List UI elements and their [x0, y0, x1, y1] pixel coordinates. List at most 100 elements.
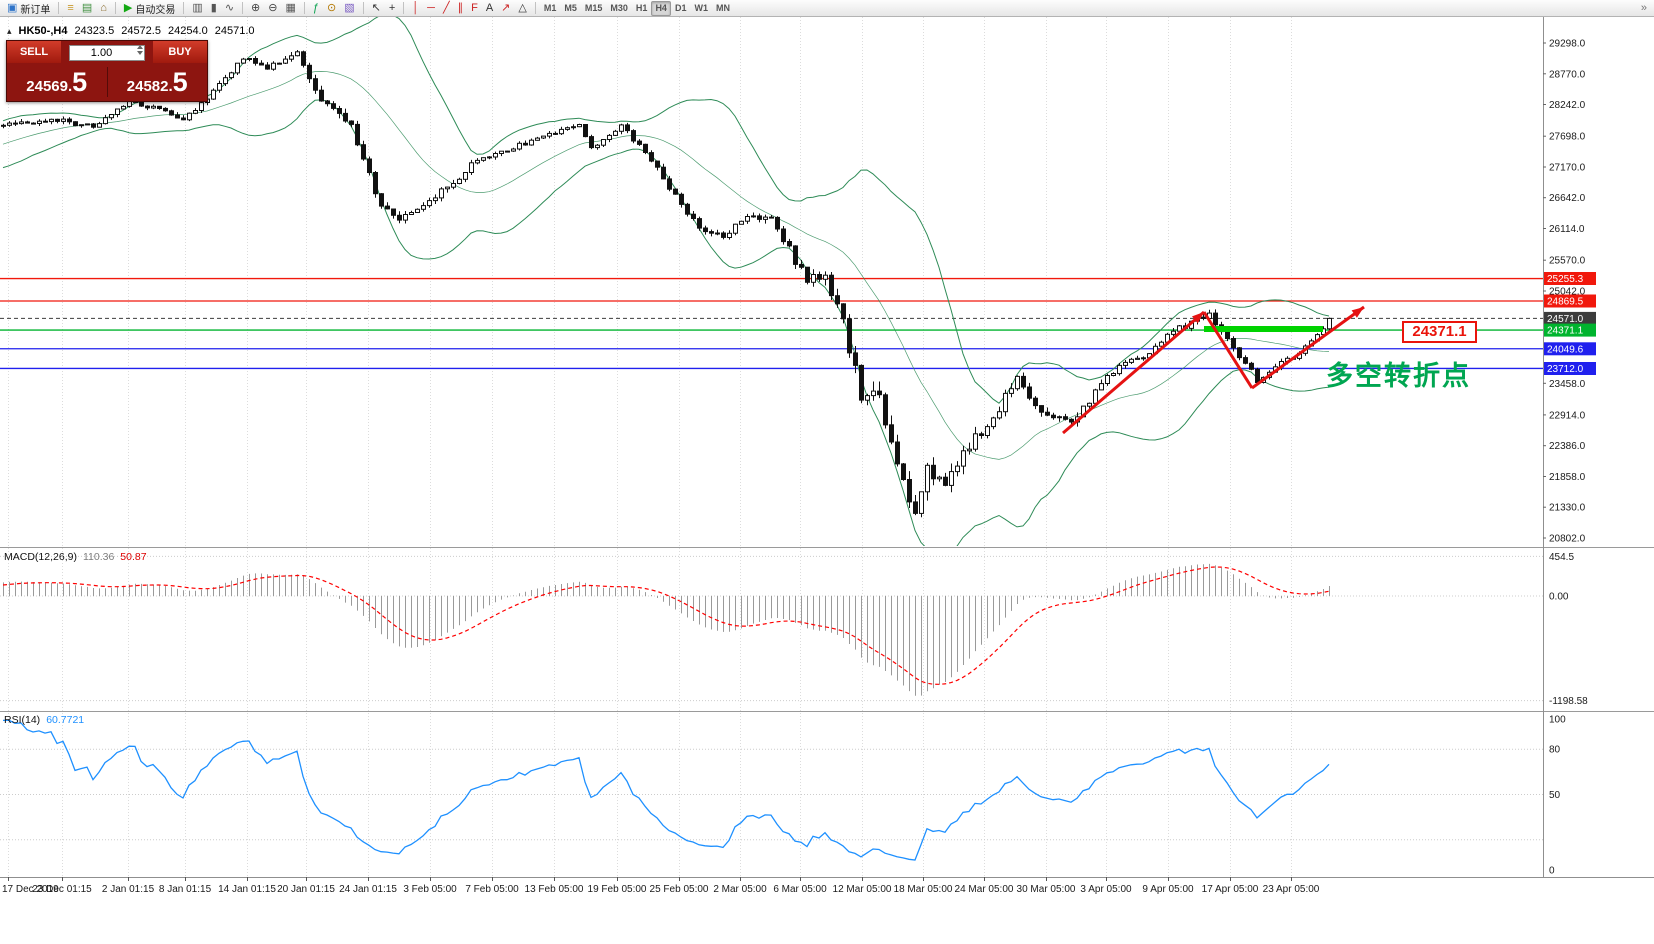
timeframe-h1-label: H1 [635, 3, 648, 13]
price-tick-label: 27170.0 [1549, 163, 1586, 174]
time-tick-label: 23 Apr 05:00 [1263, 884, 1320, 895]
periods-button[interactable]: ⊙ [323, 1, 340, 16]
cursor-button[interactable]: ↖ [368, 1, 385, 16]
toolbar-separator [303, 2, 305, 14]
price-tick-label: 27698.0 [1549, 132, 1586, 143]
spinner-up-icon[interactable] [137, 45, 143, 49]
new-order-button[interactable]: ▣ 新订单 [3, 1, 54, 16]
candles-layer [1, 50, 1332, 518]
data-window-button[interactable]: ▤ [78, 1, 96, 16]
market-watch-button[interactable]: ≡ [63, 1, 77, 16]
price-callout[interactable]: 24371.1 [1402, 321, 1477, 343]
timeframe-d1[interactable]: D1 [671, 1, 691, 16]
market-watch-icon: ≡ [67, 2, 74, 14]
vertical-line-button[interactable]: │ [408, 1, 423, 16]
indicators-button[interactable]: ƒ [309, 1, 323, 16]
ohlc-low: 24254.0 [167, 25, 208, 37]
macd-pane [0, 555, 1543, 702]
level-lines [0, 277, 1543, 370]
buy-button[interactable]: BUY [153, 41, 207, 63]
price-tag [1544, 311, 1596, 325]
zoom-out-button[interactable]: ⊖ [264, 1, 281, 16]
toolbar-more-button[interactable]: » [1637, 1, 1651, 16]
timeframe-w1-label: W1 [694, 3, 708, 13]
crosshair-button[interactable]: + [385, 1, 399, 16]
text-button[interactable]: A [482, 1, 497, 16]
time-tick-label: 13 Feb 05:00 [525, 884, 584, 895]
trend-arrows[interactable] [1062, 305, 1365, 435]
ocp-divider [106, 67, 108, 97]
templates-button[interactable]: ▧ [340, 1, 358, 16]
fibonacci-icon: F [471, 2, 478, 14]
timeframe-w1[interactable]: W1 [690, 1, 712, 16]
timeframe-h1[interactable]: H1 [632, 1, 652, 16]
buy-price-pip: 5 [172, 67, 188, 97]
periods-icon: ⊙ [327, 2, 337, 14]
price-tag-label: 23712.0 [1547, 364, 1584, 375]
shapes-button[interactable]: △ [514, 1, 530, 16]
timeframe-m30[interactable]: M30 [606, 1, 632, 16]
sell-price[interactable]: 24569. 5 [7, 67, 107, 97]
bar-chart-button[interactable]: ▥ [188, 1, 206, 16]
price-tick-label: 28770.0 [1549, 69, 1586, 80]
line-chart-button[interactable]: ∿ [221, 1, 238, 16]
price-tag [1544, 362, 1596, 375]
tile-windows-button[interactable]: ▦ [281, 1, 299, 16]
timeframe-m5[interactable]: M5 [560, 1, 581, 16]
spinner-down-icon[interactable] [137, 51, 143, 55]
timeframe-h4[interactable]: H4 [651, 0, 671, 16]
price-tick-label: 21330.0 [1549, 503, 1586, 514]
arrow-tool-icon: ↗ [501, 2, 511, 14]
candlestick-chart-button[interactable]: ▮ [207, 1, 221, 16]
buy-price[interactable]: 24582. 5 [108, 67, 208, 97]
timeframe-mn[interactable]: MN [712, 1, 734, 16]
timeframe-mn-label: MN [715, 3, 730, 13]
rsi-name: RSI(14) [4, 714, 41, 726]
fibonacci-button[interactable]: F [467, 1, 482, 16]
time-tick-label: 7 Feb 05:00 [465, 884, 519, 895]
ocp-collapse-icon[interactable]: ▴ [7, 25, 12, 36]
cursor-icon: ↖ [371, 2, 381, 14]
toolbar-separator [114, 2, 116, 14]
rsi-label: RSI(14) 60.7721 [4, 714, 84, 726]
zoom-in-button[interactable]: ⊕ [247, 1, 264, 16]
ohlc-high: 24572.5 [121, 25, 161, 37]
price-tag-label: 25255.3 [1547, 274, 1584, 285]
zoom-out-icon: ⊖ [268, 2, 278, 14]
price-tag [1544, 342, 1596, 356]
autotrading-button[interactable]: ▶ 自动交易 [120, 1, 179, 16]
turning-point-label[interactable]: 多空转折点 [1326, 361, 1471, 391]
buy-button-label: BUY [168, 46, 192, 58]
trendline-button[interactable]: ╱ [439, 1, 454, 16]
price-tick-label: 26114.0 [1549, 224, 1585, 235]
price-tick-label: 20802.0 [1549, 534, 1586, 545]
sell-button[interactable]: SELL [7, 41, 61, 63]
timeframe-m1[interactable]: M1 [540, 1, 561, 16]
arrow-tool-button[interactable]: ↗ [497, 1, 514, 16]
time-tick-label: 24 Mar 05:00 [955, 884, 1014, 895]
toolbar-separator [362, 2, 364, 14]
indicator-axes: 454.5 0.00 -1198.58 100 80 50 0 [1549, 552, 1588, 877]
sell-button-label: SELL [19, 46, 49, 58]
candlestick-chart-icon: ▮ [210, 2, 217, 14]
sell-price-pip: 5 [72, 67, 88, 97]
trendline-icon: ╱ [442, 2, 450, 14]
channel-button[interactable]: ∥ [454, 1, 468, 16]
chart-header: ▴ HK50-,H4 24323.5 24572.5 24254.0 24571… [7, 25, 255, 37]
turning-level-highlight[interactable] [1204, 326, 1323, 332]
navigator-button[interactable]: ⌂ [96, 1, 111, 16]
horizontal-line-button[interactable]: ─ [423, 1, 439, 16]
time-tick-label: 19 Feb 05:00 [588, 884, 647, 895]
timeframe-h4-label: H4 [655, 3, 667, 13]
volume-input[interactable] [69, 45, 145, 61]
new-order-icon: ▣ [7, 2, 18, 14]
volume-spinner[interactable] [137, 45, 143, 55]
buy-price-main: 24582. [126, 78, 173, 95]
price-tag-label: 24869.5 [1547, 297, 1584, 308]
macd-label: MACD(12,26,9) 110.36 50.87 [4, 551, 147, 563]
macd-name: MACD(12,26,9) [4, 551, 77, 563]
ohlc-open: 24323.5 [74, 25, 115, 37]
timeframe-m15[interactable]: M15 [581, 1, 607, 16]
macd-scale-label: 454.5 [1549, 552, 1574, 563]
